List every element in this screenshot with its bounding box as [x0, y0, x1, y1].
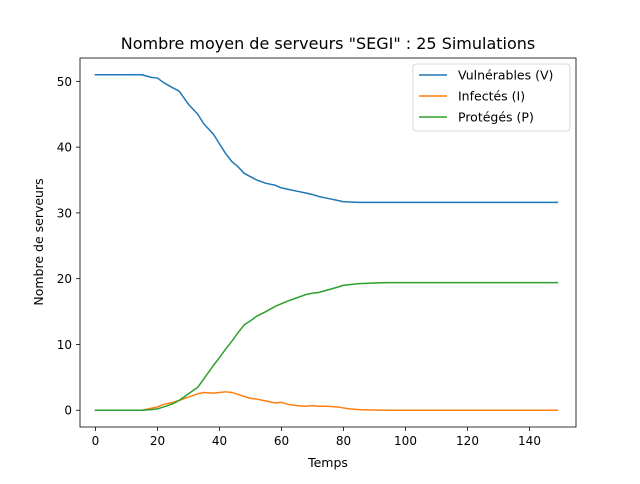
y-tick-label-0: 0: [64, 404, 72, 418]
x-axis-title: Temps: [307, 455, 348, 470]
y-tick-label-4: 40: [57, 141, 72, 155]
series-line-1: [94, 391, 559, 411]
series-line-0: [94, 74, 559, 204]
y-tick-label-3: 30: [57, 206, 72, 220]
x-tick-label-7: 140: [518, 434, 541, 448]
x-tick-label-2: 40: [212, 434, 227, 448]
legend-label-2: Protégés (P): [458, 110, 534, 125]
plot-frame: [79, 57, 577, 428]
x-tick-label-3: 60: [274, 434, 289, 448]
x-tick-label-4: 80: [336, 434, 351, 448]
y-tick-label-2: 20: [57, 272, 72, 286]
plot-area: 0 20 40 60 80 100 120 140 0 10 20 30 40 50 Vulnérables…: [57, 57, 577, 448]
y-tick-label-1: 10: [57, 338, 72, 352]
legend-label-1: Infectés (I): [458, 89, 525, 104]
y-tick-label-5: 50: [57, 75, 72, 89]
legend-label-0: Vulnérables (V): [458, 68, 553, 83]
y-axis-title: Nombre de serveurs: [31, 178, 46, 305]
x-tick-label-6: 120: [456, 434, 479, 448]
legend-box: [412, 63, 571, 132]
series-line-2: [94, 281, 559, 411]
chart-title: Nombre moyen de serveurs "SEGI" : 25 Sim…: [121, 34, 536, 53]
x-tick-label-0: 0: [92, 434, 100, 448]
x-tick-label-5: 100: [394, 434, 417, 448]
x-tick-label-1: 20: [150, 434, 165, 448]
